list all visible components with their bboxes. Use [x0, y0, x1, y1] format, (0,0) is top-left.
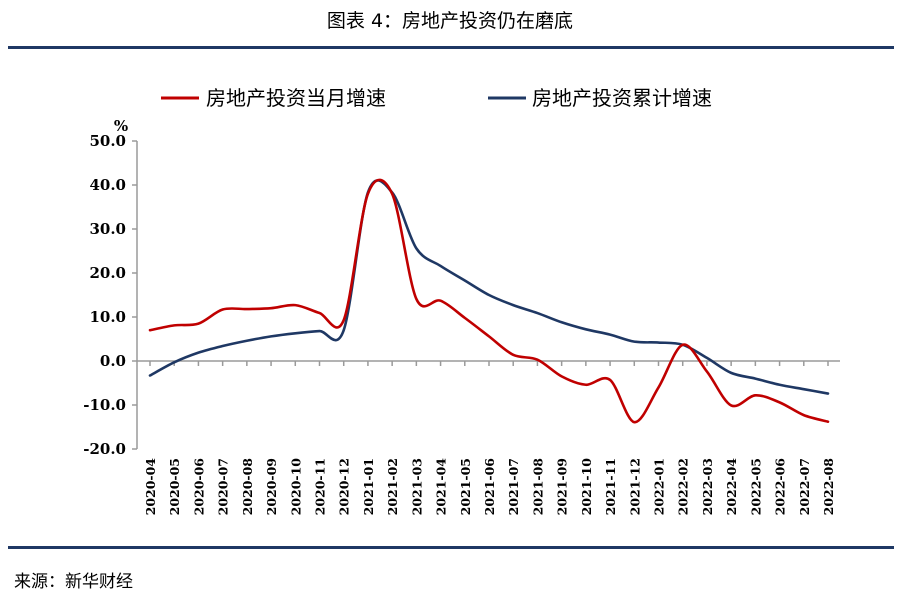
x-tick-label: 2020-12: [337, 458, 352, 515]
x-tick-label: 2020-11: [313, 458, 328, 515]
x-tick-label: 2022-02: [676, 458, 691, 515]
legend-item-monthly-label: 房地产投资当月增速: [206, 86, 386, 110]
x-axis: 2020-04 2020-05 2020-06 2020-07 2020-08 2020-…: [137, 360, 840, 516]
y-tick-label: -20.0: [83, 440, 126, 458]
y-tick-label: 50.0: [89, 132, 126, 150]
bottom-rule: [8, 546, 894, 549]
x-tick-label: 2022-07: [797, 458, 812, 515]
x-tick-label: 2020-05: [167, 458, 182, 515]
legend: 房地产投资当月增速 房地产投资累计增速: [161, 86, 712, 110]
y-tick-label: 10.0: [89, 308, 126, 326]
x-tick-label: 2021-09: [555, 458, 570, 515]
monthly-growth-line: [148, 178, 830, 424]
x-tick-label: 2020-06: [191, 458, 206, 516]
x-tick-label: 2021-08: [530, 458, 545, 516]
x-tick-label: 2020-07: [216, 458, 231, 515]
x-tick-label: 2021-12: [627, 458, 642, 515]
y-tick-label: 40.0: [89, 176, 126, 194]
x-tick-label: 2021-03: [409, 458, 424, 515]
y-tick-label: 0.0: [100, 352, 126, 370]
series-lines: [148, 178, 830, 424]
x-tick-label: 2021-02: [385, 458, 400, 515]
x-tick-label: 2021-07: [506, 458, 521, 515]
x-tick-label: 2021-06: [482, 458, 497, 516]
x-tick-label: 2022-08: [821, 458, 836, 516]
y-axis-unit: %: [114, 117, 128, 135]
x-tick-label: 2020-04: [143, 458, 158, 516]
x-tick-label: 2022-06: [773, 458, 788, 516]
x-tick-label: 2020-09: [264, 458, 279, 515]
x-tick-label: 2022-01: [652, 458, 667, 515]
x-tick-label: 2020-10: [288, 458, 303, 516]
x-tick-label: 2022-05: [748, 458, 763, 515]
x-tick-label: 2022-04: [724, 458, 739, 516]
y-tick-label: 30.0: [89, 220, 126, 238]
legend-item-cumulative-label: 房地产投资累计增速: [532, 86, 712, 110]
cumulative-growth-line: [148, 179, 830, 395]
y-tick-label: -10.0: [83, 396, 126, 414]
x-tick-label: 2022-03: [700, 458, 715, 515]
top-rule: [8, 46, 894, 49]
x-tick-label: 2021-11: [603, 458, 618, 515]
source-note: 来源：新华财经: [14, 572, 133, 592]
y-tick-label: 20.0: [89, 264, 126, 282]
x-tick-label: 2021-10: [579, 458, 594, 516]
x-tick-label: 2020-08: [240, 458, 255, 516]
x-tick-label: 2021-05: [458, 458, 473, 515]
x-tick-label: 2021-04: [434, 458, 449, 516]
x-tick-label: 2021-01: [361, 458, 376, 515]
figure-title: 图表 4：房地产投资仍在磨底: [326, 10, 574, 32]
y-axis: 50.0 40.0 30.0 20.0 10.0 0.0 -10.0 -20.0%: [83, 117, 138, 458]
